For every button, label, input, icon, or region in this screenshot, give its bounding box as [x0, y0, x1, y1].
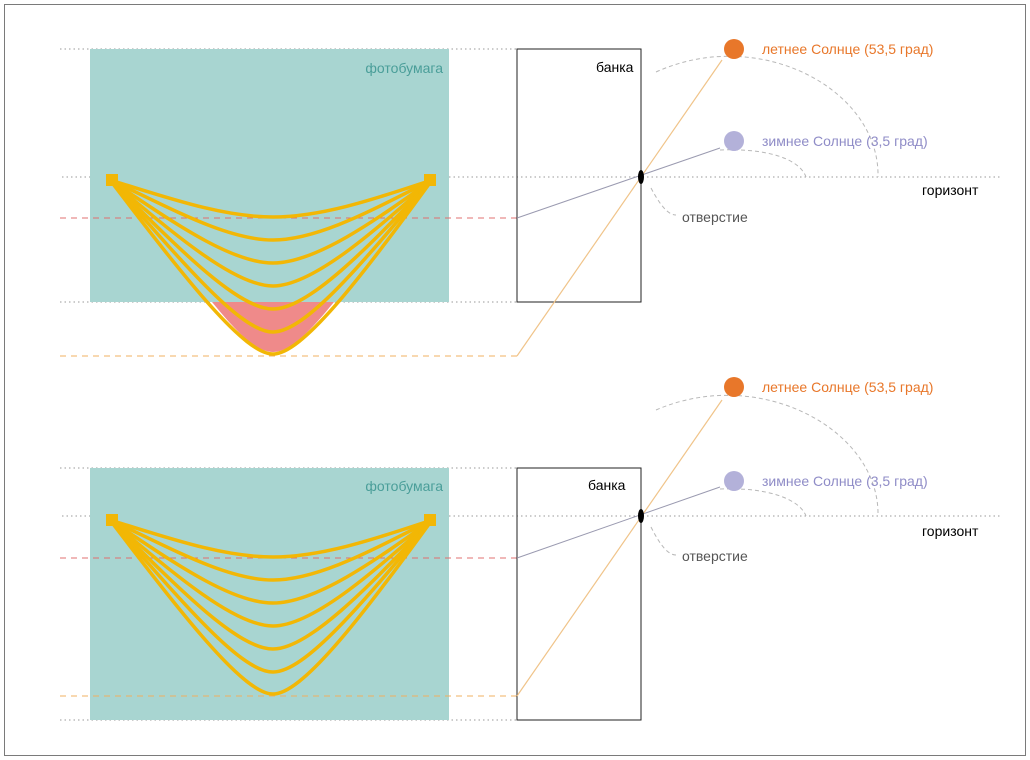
hole-leader [650, 526, 677, 556]
pinhole [638, 170, 644, 184]
summer-sun-icon [724, 377, 744, 397]
trace-cap-right [424, 174, 436, 186]
sun-trace-3 [108, 178, 434, 265]
sun-trace-1 [108, 178, 434, 219]
horizon-label: горизонт [922, 182, 979, 198]
summer-sun-label: летнее Солнце (53,5 град) [762, 41, 933, 57]
sun-trace-7 [108, 518, 434, 696]
trace-cap-left [106, 514, 118, 526]
winter-ray [516, 486, 721, 559]
sun-trace-6 [108, 178, 434, 334]
summer-angle-arc [655, 394, 879, 517]
hole-label: отверстие [682, 209, 748, 225]
pinhole [638, 509, 644, 523]
trace-cap-left [106, 174, 118, 186]
sun-trace-2 [108, 178, 434, 242]
summer-sun-label: летнее Солнце (53,5 град) [762, 379, 933, 395]
can-box [516, 467, 642, 721]
winter-angle-arc [719, 488, 807, 517]
sun-trace-4 [108, 178, 434, 288]
photo-paper [90, 468, 449, 720]
sun-trace-6 [108, 518, 434, 674]
winter-sun-label: зимнее Солнце (3,5 град) [762, 473, 928, 489]
sun-trace-5 [108, 178, 434, 311]
hole-label: отверстие [682, 548, 748, 564]
sun-trace-7 [108, 178, 434, 356]
sun-trace-4 [108, 518, 434, 628]
winter-sun-label: зимнее Солнце (3,5 град) [762, 133, 928, 149]
overflow-region [212, 302, 334, 352]
panel-top: фотобумага банка [60, 39, 1000, 357]
summer-sun-icon [724, 39, 744, 59]
winter-sun-icon [724, 131, 744, 151]
winter-ray [516, 147, 721, 219]
sun-trace-3 [108, 518, 434, 605]
winter-sun-icon [724, 471, 744, 491]
can-label: банка [596, 59, 634, 75]
horizon-label: горизонт [922, 523, 979, 539]
sun-trace-curves [108, 178, 434, 356]
hole-leader [650, 187, 677, 216]
photo-paper-label: фотобумага [365, 478, 443, 494]
sun-trace-2 [108, 518, 434, 582]
summer-ray [516, 59, 723, 357]
sun-trace-1 [108, 518, 434, 559]
trace-cap-right [424, 514, 436, 526]
sun-trace-curves [108, 518, 434, 696]
panel-bottom: фотобумага банка летнее Солнце (53,5 гра… [60, 377, 1000, 721]
photo-paper-label: фотобумага [365, 60, 443, 76]
winter-angle-arc [719, 149, 807, 178]
summer-ray [516, 399, 723, 697]
photo-paper [90, 49, 449, 302]
summer-angle-arc [655, 55, 879, 178]
can-box [516, 48, 642, 303]
can-label: банка [588, 477, 626, 493]
sun-trace-5 [108, 518, 434, 651]
